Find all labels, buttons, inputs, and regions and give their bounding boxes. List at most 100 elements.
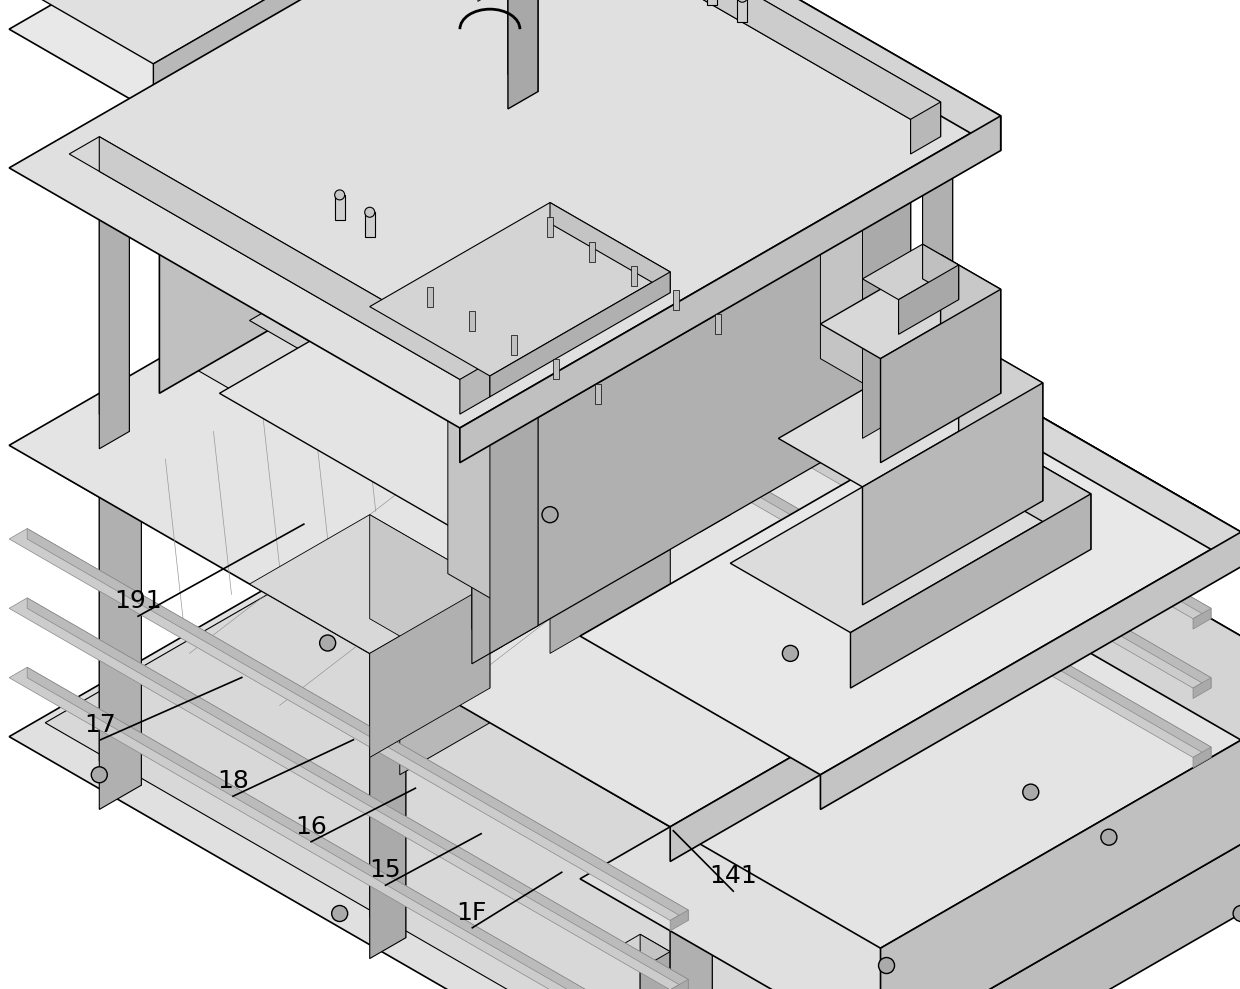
Circle shape: [320, 635, 336, 651]
Text: 191: 191: [114, 589, 161, 613]
Text: 141: 141: [709, 864, 758, 888]
Polygon shape: [1030, 726, 1060, 813]
Polygon shape: [490, 304, 712, 445]
Polygon shape: [730, 424, 1091, 633]
Polygon shape: [551, 134, 1211, 549]
Polygon shape: [551, 0, 580, 189]
Polygon shape: [69, 136, 490, 380]
Polygon shape: [9, 424, 1211, 989]
Polygon shape: [9, 134, 1211, 827]
Polygon shape: [640, 951, 670, 989]
Polygon shape: [670, 806, 1211, 989]
Polygon shape: [1001, 394, 1240, 567]
Bar: [589, 241, 595, 261]
Bar: [707, 0, 717, 5]
Circle shape: [92, 766, 108, 782]
Polygon shape: [441, 352, 502, 387]
Polygon shape: [821, 116, 910, 410]
Polygon shape: [551, 226, 1211, 619]
Polygon shape: [448, 331, 538, 626]
Bar: [673, 290, 680, 311]
Polygon shape: [460, 314, 821, 532]
Polygon shape: [279, 304, 670, 549]
Polygon shape: [670, 802, 712, 989]
Polygon shape: [880, 289, 1001, 463]
Polygon shape: [340, 268, 730, 514]
Polygon shape: [460, 116, 1001, 463]
Polygon shape: [340, 147, 851, 442]
Polygon shape: [580, 394, 1240, 774]
Bar: [553, 359, 559, 380]
Polygon shape: [640, 320, 851, 463]
Polygon shape: [1030, 514, 1240, 792]
Polygon shape: [1001, 709, 1060, 744]
Circle shape: [331, 906, 347, 922]
Polygon shape: [760, 514, 821, 654]
Polygon shape: [310, 268, 730, 511]
Polygon shape: [821, 345, 857, 677]
Bar: [469, 311, 475, 331]
Polygon shape: [551, 480, 670, 654]
Text: 1F: 1F: [456, 901, 486, 925]
Polygon shape: [551, 157, 821, 324]
Polygon shape: [670, 514, 1211, 861]
Polygon shape: [160, 0, 460, 394]
Polygon shape: [508, 0, 538, 109]
Polygon shape: [821, 366, 857, 698]
Polygon shape: [508, 189, 591, 237]
Polygon shape: [1193, 747, 1211, 767]
Bar: [427, 287, 433, 307]
Polygon shape: [670, 792, 1176, 989]
Polygon shape: [640, 935, 670, 989]
Polygon shape: [851, 494, 1091, 688]
Polygon shape: [99, 449, 141, 785]
Polygon shape: [551, 431, 1176, 806]
Circle shape: [365, 208, 374, 218]
Polygon shape: [880, 792, 1240, 989]
Polygon shape: [1030, 619, 1240, 861]
Polygon shape: [370, 514, 490, 688]
Polygon shape: [310, 0, 460, 220]
Polygon shape: [370, 605, 405, 938]
Polygon shape: [27, 598, 688, 989]
Polygon shape: [821, 116, 910, 410]
Polygon shape: [551, 0, 580, 171]
Text: 16: 16: [295, 815, 327, 839]
Polygon shape: [508, 0, 538, 92]
Polygon shape: [551, 366, 1211, 758]
Polygon shape: [821, 254, 1001, 359]
Bar: [365, 213, 374, 237]
Polygon shape: [9, 0, 460, 116]
Polygon shape: [551, 0, 941, 136]
Bar: [595, 384, 601, 404]
Polygon shape: [532, 366, 1211, 758]
Polygon shape: [971, 424, 1091, 549]
Polygon shape: [99, 473, 141, 809]
Polygon shape: [219, 203, 851, 567]
Polygon shape: [580, 619, 1240, 989]
Polygon shape: [520, 376, 851, 601]
Polygon shape: [821, 532, 1240, 809]
Polygon shape: [551, 147, 851, 341]
Polygon shape: [551, 272, 730, 584]
Polygon shape: [893, 92, 952, 127]
Circle shape: [335, 190, 345, 200]
Text: 17: 17: [84, 713, 117, 737]
Polygon shape: [863, 244, 959, 300]
Circle shape: [542, 506, 558, 522]
Polygon shape: [430, 410, 670, 549]
Polygon shape: [1193, 677, 1211, 698]
Polygon shape: [779, 334, 1043, 487]
Polygon shape: [45, 431, 1176, 989]
Polygon shape: [9, 528, 688, 921]
Polygon shape: [923, 244, 959, 300]
Polygon shape: [551, 189, 591, 525]
Text: 15: 15: [370, 858, 402, 882]
Polygon shape: [551, 424, 1211, 861]
Polygon shape: [670, 910, 688, 931]
Polygon shape: [9, 0, 1001, 428]
Polygon shape: [1121, 518, 1163, 854]
Polygon shape: [1193, 608, 1211, 629]
Polygon shape: [310, 0, 460, 150]
Polygon shape: [551, 213, 591, 549]
